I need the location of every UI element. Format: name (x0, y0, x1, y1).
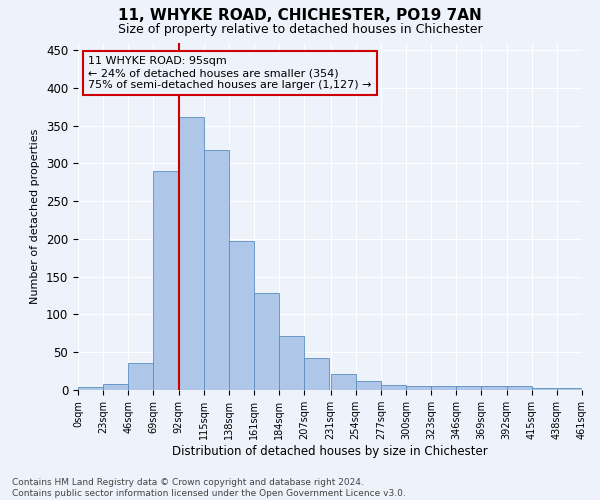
Text: 11, WHYKE ROAD, CHICHESTER, PO19 7AN: 11, WHYKE ROAD, CHICHESTER, PO19 7AN (118, 8, 482, 22)
Bar (128, 363, 154, 390)
Text: Size of property relative to detached houses in Chichester: Size of property relative to detached ho… (118, 22, 482, 36)
Bar (532, 388, 557, 390)
Bar (179, 116, 204, 390)
Text: 11 WHYKE ROAD: 95sqm
← 24% of detached houses are smaller (354)
75% of semi-deta: 11 WHYKE ROAD: 95sqm ← 24% of detached h… (88, 56, 371, 90)
Bar (431, 386, 456, 390)
Text: Contains HM Land Registry data © Crown copyright and database right 2024.
Contai: Contains HM Land Registry data © Crown c… (12, 478, 406, 498)
Bar (481, 386, 506, 390)
Bar (406, 386, 431, 390)
Bar (279, 336, 304, 390)
Y-axis label: Number of detached properties: Number of detached properties (31, 128, 40, 304)
Bar (331, 374, 356, 390)
Bar (456, 386, 481, 390)
Bar (381, 384, 406, 390)
Bar (254, 294, 279, 390)
Bar (78, 387, 103, 390)
Bar (304, 358, 329, 390)
Bar (103, 384, 128, 390)
X-axis label: Distribution of detached houses by size in Chichester: Distribution of detached houses by size … (172, 445, 488, 458)
Bar (229, 241, 254, 390)
Bar (204, 150, 229, 390)
Bar (356, 381, 381, 390)
Bar (557, 388, 582, 390)
Bar (154, 171, 179, 390)
Bar (506, 386, 532, 390)
